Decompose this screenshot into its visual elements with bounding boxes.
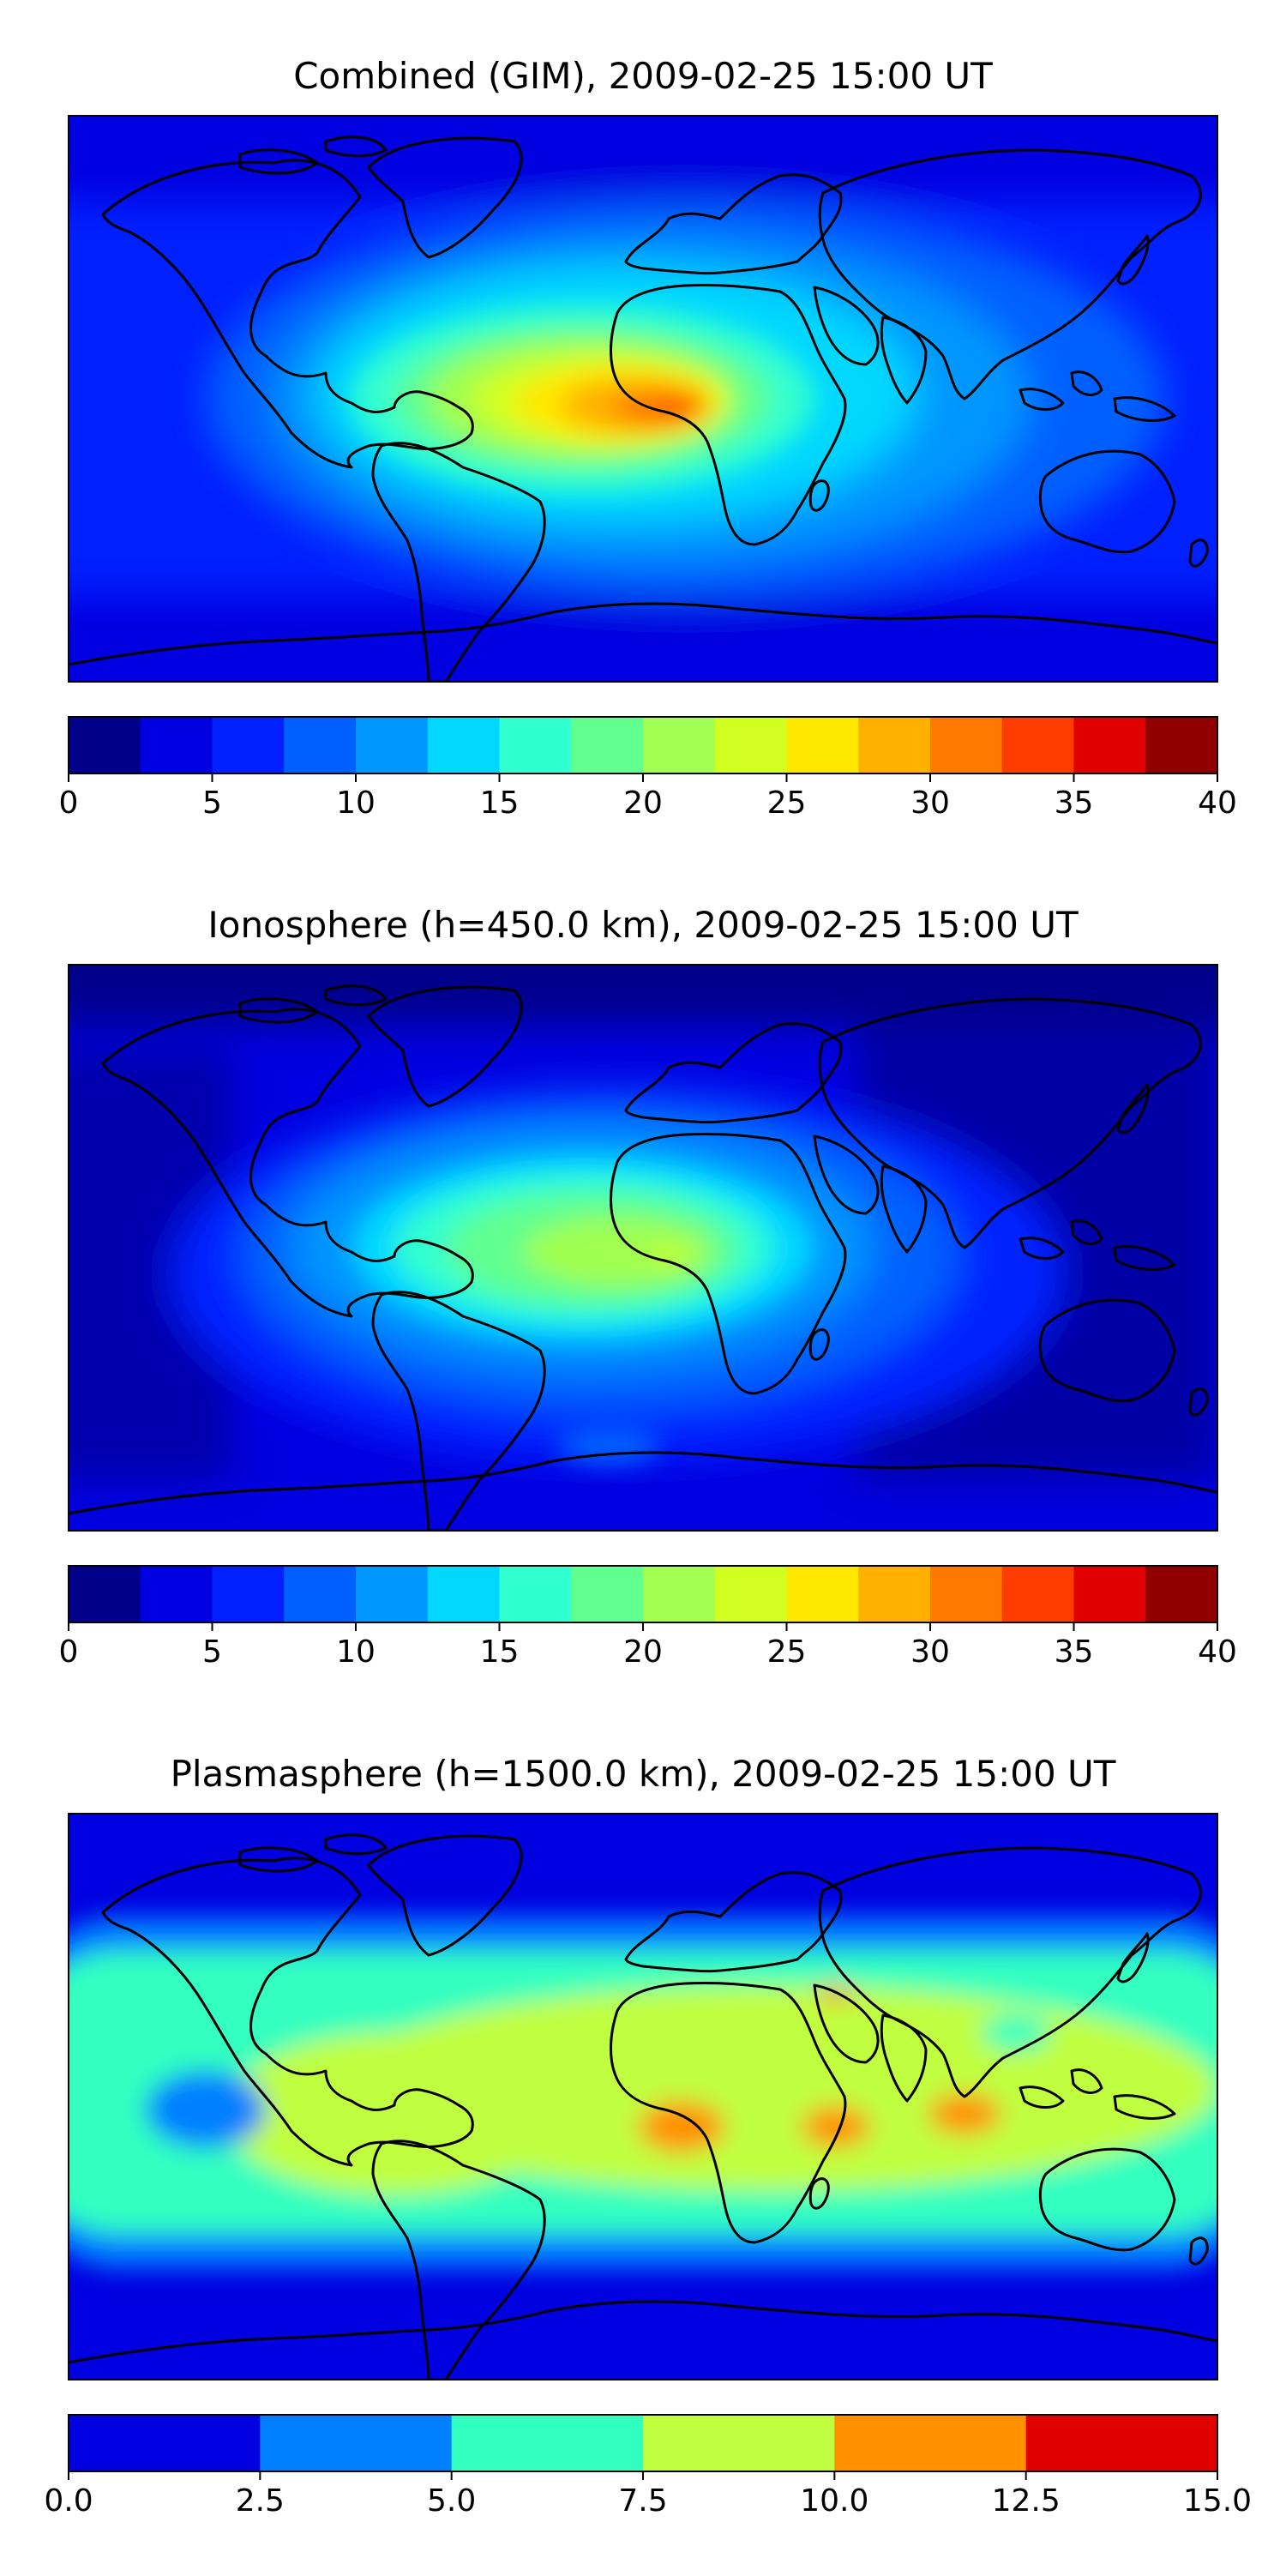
colorbar-swatch [69,1566,141,1622]
map-plasmasphere [68,1813,1218,2380]
colorbar-swatch [427,717,501,773]
colorbar-swatch [356,717,429,773]
colorbar-tick-label: 35 [1055,785,1094,821]
map-combined [68,115,1218,683]
colorbar-swatch [714,717,788,773]
colorbar-tick-label: 10.0 [800,2483,868,2519]
colorbar-tick-label: 10 [336,1634,376,1670]
colorbar-swatch [1025,2415,1218,2471]
colorbar-tick-label: 40 [1198,785,1237,821]
colorbar-swatch [69,717,141,773]
colorbar-tick-label: 2.5 [236,2483,285,2519]
colorbar-swatch [930,717,1003,773]
panel-ionosphere: Ionosphere (h=450.0 km), 2009-02-25 15:0… [59,904,1237,1670]
colorbar-swatch [786,1566,859,1622]
colorbar-swatch [284,1566,357,1622]
colorbar-tick-label: 40 [1198,1634,1237,1670]
colorbar-swatch [260,2415,453,2471]
panel-plasmasphere: Plasmasphere (h=1500.0 km), 2009-02-25 1… [44,1753,1252,2519]
colorbar-swatch [1145,1566,1218,1622]
colorbar-swatch [499,1566,572,1622]
colorbar-swatch [212,1566,285,1622]
colorbar-tick-label: 35 [1055,1634,1094,1670]
colorbar-tick-label: 0.0 [44,2483,93,2519]
colorbar-swatch [1001,717,1075,773]
colorbar-tick-label: 20 [623,1634,663,1670]
colorbar-swatch [643,1566,716,1622]
colorbar-swatch [1073,1566,1146,1622]
colorbar-combined: 0 5 10 15 20 25 30 35 40 [59,716,1237,821]
map-ionosphere [68,964,1218,1532]
colorbar-swatch [451,2415,644,2471]
colorbar-swatch [356,1566,429,1622]
colorbar-tick-label: 0 [59,785,79,821]
colorbar-swatch [499,717,572,773]
colorbar-tick-label: 20 [623,785,663,821]
colorbar-swatch [140,717,213,773]
colorbar-swatch [427,1566,501,1622]
colorbar-swatch [140,1566,213,1622]
colorbar-tick-label: 15.0 [1183,2483,1252,2519]
colorbar-tick-label: 30 [910,785,950,821]
colorbar-swatch [1073,717,1146,773]
colorbar-swatch [930,1566,1003,1622]
colorbar-swatch [786,717,859,773]
colorbar-plasmasphere: 0.0 2.5 5.0 7.5 10.0 12.5 15.0 [44,2414,1252,2519]
colorbar-swatch [858,1566,931,1622]
colorbar-ionosphere: 0 5 10 15 20 25 30 35 40 [59,1565,1237,1670]
colorbar-tick-label: 5 [202,1634,222,1670]
colorbar-swatch [643,2415,835,2471]
colorbar-swatch [212,717,285,773]
colorbar-tick-label: 5.0 [427,2483,476,2519]
colorbar-swatch [284,717,357,773]
colorbar-tick-label: 15 [480,1634,520,1670]
colorbar-swatch [1001,1566,1075,1622]
colorbar-swatch [858,717,931,773]
colorbar-swatch [714,1566,788,1622]
panel-combined: Combined (GIM), 2009-02-25 15:00 UT [59,55,1237,821]
colorbar-tick-label: 30 [910,1634,950,1670]
panel-title: Plasmasphere (h=1500.0 km), 2009-02-25 1… [171,1753,1116,1795]
colorbar-swatch [834,2415,1027,2471]
colorbar-tick-label: 7.5 [618,2483,667,2519]
colorbar-tick-label: 5 [202,785,222,821]
colorbar-tick-label: 0 [59,1634,79,1670]
colorbar-swatch [643,717,716,773]
panel-title: Ionosphere (h=450.0 km), 2009-02-25 15:0… [207,904,1079,946]
colorbar-tick-label: 12.5 [992,2483,1061,2519]
colorbar-swatch [69,2415,261,2471]
colorbar-swatch [571,1566,644,1622]
colorbar-tick-label: 15 [480,785,520,821]
colorbar-tick-label: 25 [767,1634,807,1670]
panel-title: Combined (GIM), 2009-02-25 15:00 UT [293,55,993,97]
colorbar-tick-label: 25 [767,785,807,821]
colorbar-swatch [571,717,644,773]
colorbar-swatch [1145,717,1218,773]
colorbar-tick-label: 10 [336,785,376,821]
